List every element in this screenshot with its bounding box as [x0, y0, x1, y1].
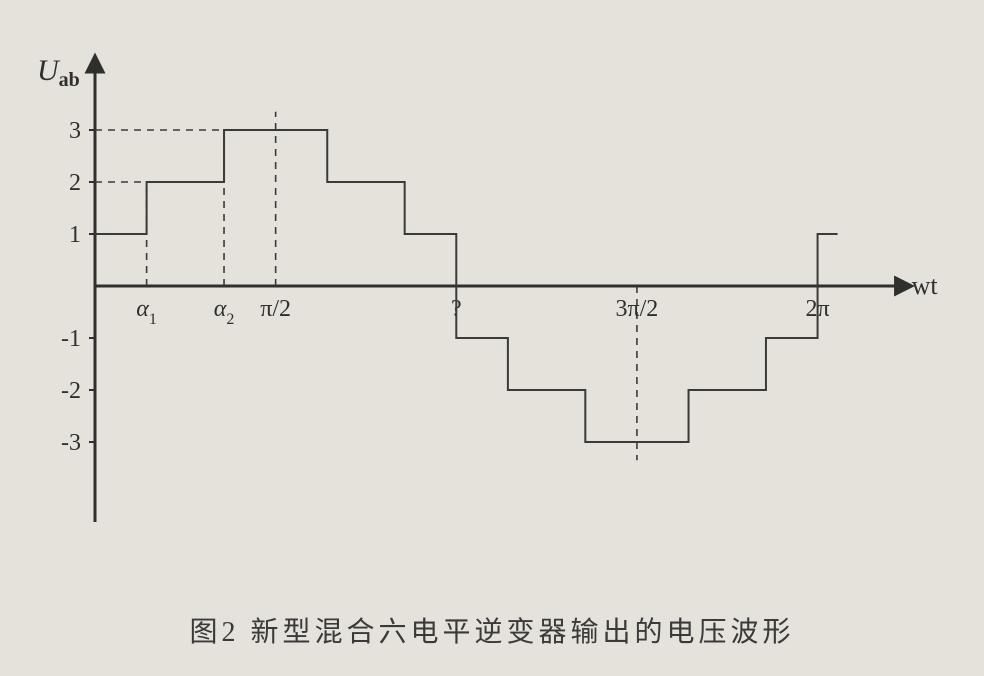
y-tick-label: -2	[61, 378, 81, 404]
y-tick-label: -3	[61, 430, 81, 456]
x-axis-label: wt	[912, 271, 939, 300]
y-tick-label: -1	[61, 326, 81, 352]
y-tick-label: 2	[69, 170, 81, 196]
figure-caption: 图2 新型混合六电平逆变器输出的电压波形	[0, 610, 984, 650]
y-tick-label: 3	[69, 118, 81, 144]
x-mark-threepihalf: 3π/2	[616, 296, 659, 322]
y-tick-label: 1	[69, 222, 81, 248]
x-mark-pihalf: π/2	[260, 296, 291, 322]
x-mark-alpha1: α1	[136, 296, 157, 328]
y-axis-label: Uab	[37, 54, 80, 91]
waveform-chart: Uabwt321-1-2-3α1α2π/2?3π/22π	[0, 0, 984, 676]
x-mark-alpha2: α2	[214, 296, 235, 328]
